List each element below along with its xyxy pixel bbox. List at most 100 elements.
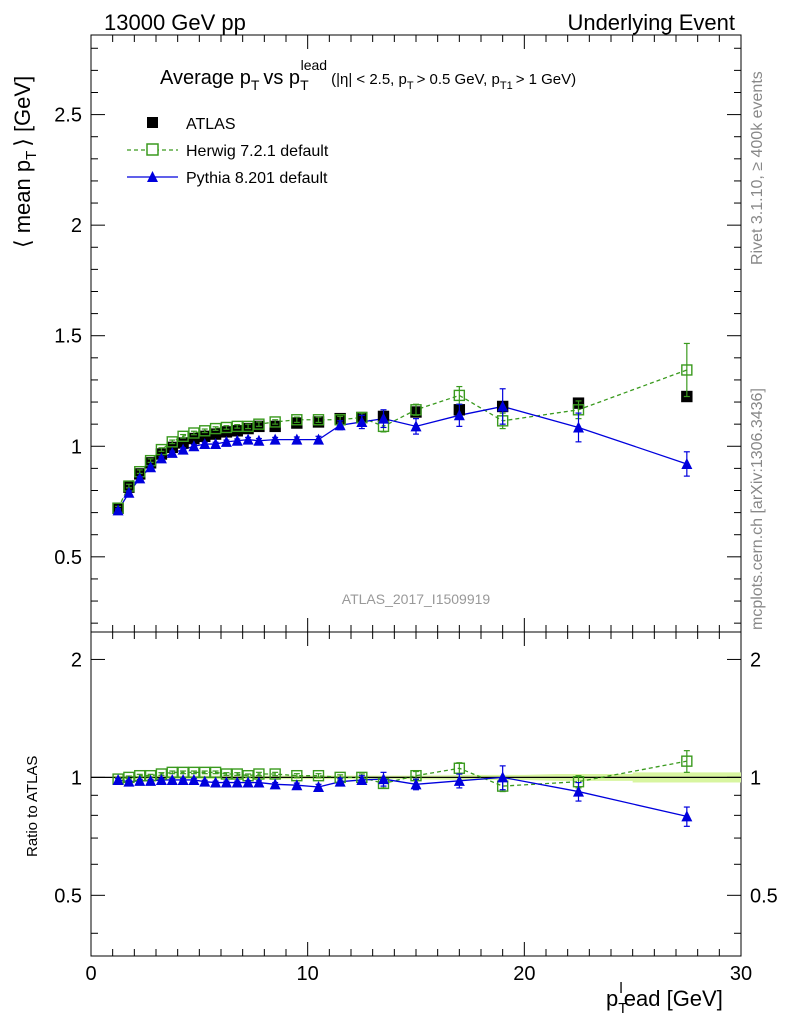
- pythia-point: [410, 420, 422, 432]
- pythia-point: [177, 443, 189, 455]
- pythia-line: [117, 405, 688, 511]
- pythia-point: [573, 421, 584, 433]
- pythia-ratio-point: [334, 775, 346, 787]
- ratio-y-tick-label-right: 0.5: [750, 885, 778, 907]
- title-vs: vs p: [263, 67, 300, 89]
- pythia-point: [269, 433, 281, 445]
- herwig-point: [253, 418, 265, 430]
- pythia-ratio-point: [291, 779, 303, 791]
- pythia-ratio-point: [253, 776, 265, 788]
- header-right: Underlying Event: [567, 10, 735, 35]
- herwig-point: [242, 420, 254, 433]
- x-tick-label: 20: [513, 963, 535, 985]
- ratio-y-tick-label: 1: [71, 767, 82, 789]
- pythia-point: [199, 438, 211, 450]
- pythia-ratio-point: [220, 776, 232, 788]
- pythia-point: [378, 412, 389, 424]
- pythia-point: [334, 419, 346, 431]
- pythia-point: [210, 438, 222, 450]
- herwig-point: [188, 427, 200, 439]
- herwig-ratio-point: [453, 762, 466, 774]
- pythia-point: [356, 415, 368, 427]
- ratio-y-tick-label: 0.5: [54, 885, 82, 907]
- pythia-point: [188, 440, 200, 452]
- pythia-point: [497, 400, 509, 412]
- legend-herwig-marker: [146, 143, 159, 156]
- title-cuts: (|η| < 2.5, p: [331, 71, 407, 88]
- y-tick-label: 1.5: [54, 326, 82, 348]
- herwig-point: [166, 436, 178, 448]
- herwig-point: [231, 420, 243, 433]
- pythia-point: [123, 486, 135, 498]
- pythia-ratio-point: [123, 775, 135, 787]
- x-tick-label: 30: [730, 963, 752, 985]
- title-main-sub: T: [251, 77, 260, 93]
- pythia-ratio-point: [356, 773, 368, 785]
- pythia-ratio-point: [177, 773, 189, 785]
- pythia-ratio-point: [166, 773, 178, 785]
- pythia-point: [453, 409, 465, 421]
- pythia-ratio-point: [410, 778, 422, 790]
- y-tick-label: 1: [71, 436, 82, 458]
- pythia-ratio-point: [242, 776, 254, 788]
- legend-pythia-label: Pythia 8.201 default: [186, 170, 328, 187]
- herwig-point: [312, 414, 325, 426]
- data-layer: [112, 342, 693, 827]
- legend-herwig-label: Herwig 7.2.1 default: [186, 143, 329, 160]
- ratio-plot-frame: [90, 631, 742, 957]
- ratio-y-axis-label: Ratio to ATLAS: [24, 756, 41, 857]
- title-main: Average p: [160, 67, 251, 89]
- ratio-y-tick-label-right: 2: [750, 649, 761, 671]
- analysis-watermark: ATLAS_2017_I1509919: [342, 591, 491, 607]
- pythia-ratio-point: [112, 773, 124, 785]
- pythia-ratio-point: [681, 810, 693, 822]
- herwig-point: [291, 414, 303, 426]
- title-cuts-sub2: T1: [500, 80, 513, 92]
- ratio-y-tick-label-right: 1: [750, 767, 761, 789]
- axis-layer: 0 10 20 30 0.5 1 1.5 2 2.5 0.5 0.5 1 1 2 2: [54, 35, 778, 985]
- pythia-point: [145, 461, 157, 473]
- x-axis-label: pTlead [GeV]: [606, 980, 723, 1017]
- pythia-ratio-point: [145, 774, 157, 786]
- herwig-ratio-point: [681, 755, 693, 767]
- pythia-ratio-point: [188, 773, 200, 785]
- pythia-point: [166, 446, 178, 458]
- pythia-point: [253, 434, 265, 446]
- legend-pythia-marker: [147, 171, 158, 182]
- legend: ATLAS Herwig 7.2.1 default Pythia 8.201 …: [127, 116, 329, 187]
- plot-title: Average pT vs pTlead(|η| < 2.5, pT > 0.5 G…: [160, 57, 576, 93]
- y-tick-label: 0.5: [54, 547, 82, 569]
- x-tick-label: 10: [297, 963, 319, 985]
- pythia-ratio-point: [231, 776, 243, 788]
- title-cuts-end: > 1 GeV): [516, 71, 576, 88]
- title-cuts-sub1: T: [407, 80, 414, 92]
- herwig-point: [209, 422, 222, 435]
- herwig-point: [410, 404, 422, 416]
- pythia-point: [134, 472, 146, 484]
- side-label-bottom: mcplots.cern.ch [arXiv:1306.3436]: [749, 388, 766, 630]
- legend-atlas-label: ATLAS: [186, 116, 236, 133]
- title-vs-sup: lead: [301, 57, 327, 73]
- pythia-point: [155, 452, 167, 464]
- y-tick-label: 2: [71, 215, 82, 237]
- title-cuts-mid: > 0.5 GeV, p: [417, 71, 500, 88]
- pythia-point: [313, 433, 324, 445]
- pythia-ratio-point: [378, 773, 389, 785]
- pythia-point: [231, 434, 243, 446]
- pythia-ratio-point: [453, 774, 465, 786]
- pythia-point: [220, 435, 232, 447]
- herwig-point: [177, 430, 189, 443]
- pythia-ratio-point: [134, 774, 146, 786]
- herwig-ratio-point: [312, 769, 325, 782]
- pythia-ratio-point: [573, 785, 584, 797]
- pythia-ratio-point: [497, 771, 509, 783]
- herwig-point: [269, 416, 281, 428]
- pythia-ratio-point: [210, 776, 222, 788]
- herwig-point: [199, 425, 211, 437]
- pythia-ratio-point: [313, 781, 324, 793]
- pythia-point: [242, 433, 254, 445]
- title-vs-sub: T: [300, 77, 309, 93]
- y-tick-label: 2.5: [54, 105, 82, 127]
- pythia-ratio-point: [199, 775, 211, 787]
